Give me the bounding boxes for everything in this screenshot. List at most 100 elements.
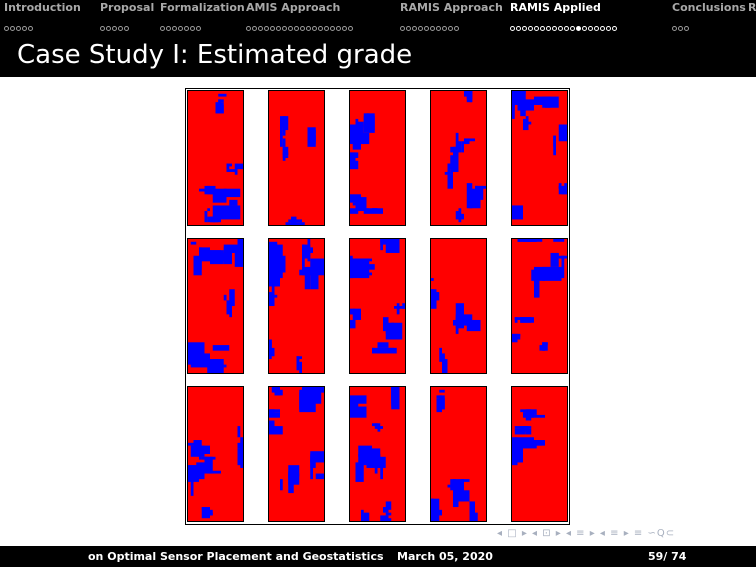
nav-frame-dot[interactable] [448, 26, 453, 31]
nav-frame-dot[interactable] [588, 26, 593, 31]
nav-frame-dot[interactable] [436, 26, 441, 31]
nav-frame-dot[interactable] [430, 26, 435, 31]
nav-frame-dot[interactable] [442, 26, 447, 31]
nav-frame-dot[interactable] [330, 26, 335, 31]
nav-frame-dot[interactable] [318, 26, 323, 31]
beamer-navigation-icons[interactable]: ◂ □ ▸ ◂ ⊡ ▸ ◂ ≡ ▸ ◂ ≡ ▸ ≡ ∽Q⊂ [497, 528, 676, 539]
footer-date: March 05, 2020 [397, 550, 493, 563]
grade-map-raster [188, 91, 243, 225]
nav-frame-dot[interactable] [4, 26, 9, 31]
nav-frame-dot[interactable] [606, 26, 611, 31]
nav-frame-dot[interactable] [270, 26, 275, 31]
nav-frame-dot[interactable] [16, 26, 21, 31]
nav-frame-dot[interactable] [400, 26, 405, 31]
grade-map-tile [268, 386, 325, 522]
nav-frame-dot[interactable] [600, 26, 605, 31]
nav-frame-dot[interactable] [100, 26, 105, 31]
nav-section-dots [160, 16, 202, 31]
nav-frame-dot[interactable] [118, 26, 123, 31]
grade-map-raster [269, 91, 324, 225]
nav-frame-dot[interactable] [172, 26, 177, 31]
nav-frame-dot[interactable] [294, 26, 299, 31]
grade-map-tile [511, 238, 568, 374]
nav-section[interactable]: Proposal [100, 1, 155, 14]
grade-map-raster [269, 387, 324, 521]
nav-frame-dot[interactable] [510, 26, 515, 31]
nav-frame-dot[interactable] [672, 26, 677, 31]
nav-frame-dot[interactable] [306, 26, 311, 31]
nav-frame-dot[interactable] [112, 26, 117, 31]
nav-section[interactable]: R [748, 1, 756, 14]
nav-frame-dot[interactable] [184, 26, 189, 31]
nav-section[interactable]: RAMIS Applied [510, 1, 601, 14]
grade-map-tile [349, 238, 406, 374]
nav-frame-dot[interactable] [454, 26, 459, 31]
nav-frame-dot[interactable] [522, 26, 527, 31]
nav-frame-dot[interactable] [106, 26, 111, 31]
nav-section[interactable]: Introduction [4, 1, 81, 14]
nav-frame-dot[interactable] [406, 26, 411, 31]
nav-frame-dot[interactable] [160, 26, 165, 31]
nav-frame-dot[interactable] [246, 26, 251, 31]
nav-frame-dot[interactable] [276, 26, 281, 31]
nav-frame-dot[interactable] [540, 26, 545, 31]
nav-section[interactable]: Conclusions [672, 1, 746, 14]
nav-frame-dot[interactable] [412, 26, 417, 31]
nav-section[interactable]: AMIS Approach [246, 1, 341, 14]
nav-frame-dot[interactable] [558, 26, 563, 31]
nav-section-dots [4, 16, 34, 31]
nav-frame-dot[interactable] [28, 26, 33, 31]
grade-map-tile [187, 386, 244, 522]
grade-map-raster [512, 387, 567, 521]
nav-frame-dot[interactable] [10, 26, 15, 31]
nav-frame-dot[interactable] [678, 26, 683, 31]
nav-frame-dot[interactable] [564, 26, 569, 31]
nav-frame-dot[interactable] [612, 26, 617, 31]
nav-frame-dot[interactable] [570, 26, 575, 31]
nav-frame-dot[interactable] [196, 26, 201, 31]
nav-frame-dot[interactable] [528, 26, 533, 31]
nav-frame-dot[interactable] [282, 26, 287, 31]
nav-frame-dot[interactable] [288, 26, 293, 31]
nav-section[interactable]: Formalization [160, 1, 245, 14]
nav-frame-dot[interactable] [516, 26, 521, 31]
nav-frame-dot[interactable] [324, 26, 329, 31]
grade-map-tile [187, 90, 244, 226]
grade-map-tile [349, 90, 406, 226]
grade-map-tile [511, 386, 568, 522]
nav-frame-dot[interactable] [552, 26, 557, 31]
nav-frame-dot[interactable] [312, 26, 317, 31]
nav-frame-dot[interactable] [124, 26, 129, 31]
nav-frame-dot[interactable] [684, 26, 689, 31]
nav-frame-dot[interactable] [190, 26, 195, 31]
nav-section[interactable]: RAMIS Approach [400, 1, 503, 14]
grade-map-raster [350, 91, 405, 225]
footer-page-number: 59/ 74 [648, 550, 687, 563]
grade-map-raster [350, 239, 405, 373]
grade-map-raster [188, 239, 243, 373]
grade-maps-figure [185, 88, 570, 525]
grade-map-raster [350, 387, 405, 521]
nav-frame-dot[interactable] [258, 26, 263, 31]
nav-frame-dot[interactable] [264, 26, 269, 31]
nav-frame-dot[interactable] [336, 26, 341, 31]
nav-frame-dot[interactable] [576, 26, 581, 31]
grade-map-raster [431, 91, 486, 225]
nav-frame-dot[interactable] [22, 26, 27, 31]
nav-frame-dot[interactable] [418, 26, 423, 31]
nav-frame-dot[interactable] [348, 26, 353, 31]
nav-frame-dot[interactable] [534, 26, 539, 31]
grade-map-raster [512, 239, 567, 373]
nav-frame-dot[interactable] [252, 26, 257, 31]
nav-frame-dot[interactable] [424, 26, 429, 31]
grade-map-tile [187, 238, 244, 374]
grade-map-tile [268, 238, 325, 374]
nav-frame-dot[interactable] [582, 26, 587, 31]
nav-frame-dot[interactable] [300, 26, 305, 31]
grade-map-tile [430, 90, 487, 226]
nav-frame-dot[interactable] [546, 26, 551, 31]
nav-frame-dot[interactable] [178, 26, 183, 31]
nav-frame-dot[interactable] [166, 26, 171, 31]
nav-frame-dot[interactable] [594, 26, 599, 31]
nav-frame-dot[interactable] [342, 26, 347, 31]
